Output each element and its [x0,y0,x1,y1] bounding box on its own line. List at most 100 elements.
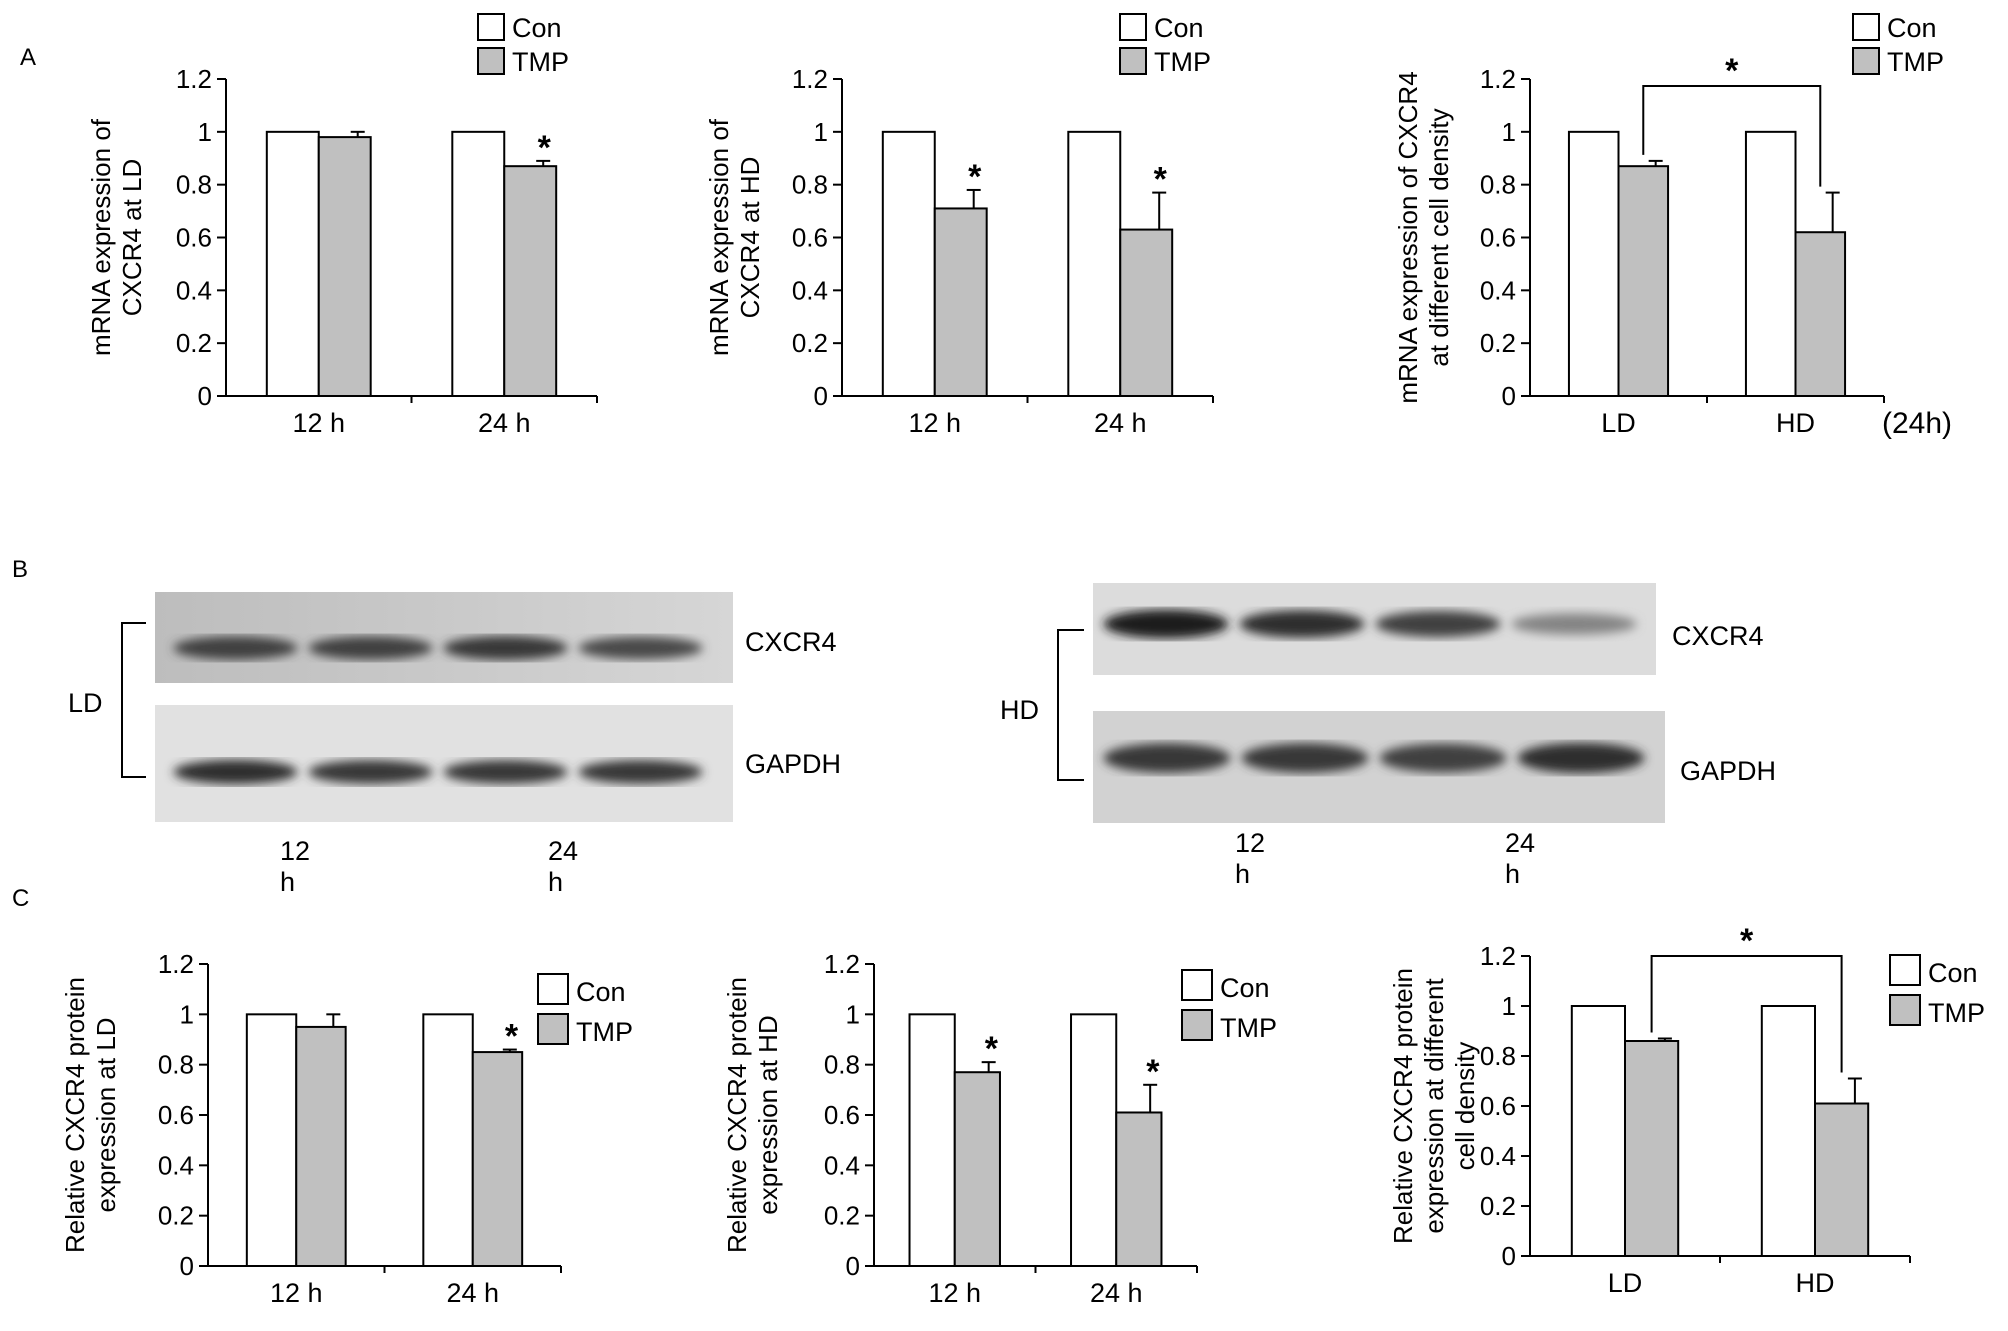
panel-label-c: C [12,885,30,912]
hd-gapdh-band [1103,743,1231,773]
legend-label-tmp: TMP [576,1017,633,1047]
y-tick-label: 1.2 [792,64,828,94]
legend-label-tmp: TMP [1154,47,1211,77]
legend-label-tmp: TMP [1887,47,1944,77]
y-tick-label: 0.4 [824,1150,860,1180]
y-tick-label: 1.2 [158,949,194,979]
hd-gapdh-band [1379,743,1507,773]
y-axis-label-line: Relative CXCR4 protein [1388,968,1418,1244]
y-tick-label: 0.4 [1480,1141,1516,1171]
y-axis-label-line: expression at different [1419,978,1449,1234]
y-axis-label-line: Relative CXCR4 protein [60,977,90,1253]
y-tick-label: 0.6 [824,1100,860,1130]
bar-con [881,130,936,397]
bar-tmp [317,136,372,397]
blot-hd-gapdh-label: GAPDH [1680,756,1777,786]
bracket-star: * [1725,52,1739,90]
legend-label-tmp: TMP [1220,1013,1277,1043]
y-tick-label: 0 [814,381,828,411]
significance-star: * [505,1018,519,1056]
y-axis-label-line: expression at LD [91,1017,121,1212]
y-tick-label: 0 [198,381,212,411]
y-tick-label: 0.8 [158,1050,194,1080]
bar-tmp [1115,1111,1163,1267]
y-tick-label: 1 [1502,991,1516,1021]
y-tick-label: 0.8 [792,170,828,200]
y-tick-label: 0.4 [1480,275,1516,305]
chart-6: 0 0.2 0.4 0.6 0.8 1 1.2 LD HD * Relative CXCR4 pro… [1388,922,1985,1298]
bar-tmp [1617,165,1670,397]
y-tick-label: 0.8 [1480,170,1516,200]
chart-3: 0 0.2 0.4 0.6 0.8 1 1.2 LD HD * (24h) mRNA expressi… [1393,13,1952,440]
bar-tmp [503,165,558,397]
ld-cxcr4-band [578,636,703,660]
legend-swatch-tmp [1852,47,1880,75]
legend-swatch-con [1181,969,1213,1001]
bar-con [422,1013,474,1267]
x-tick-label: HD [1776,408,1815,438]
y-tick-label: 0.2 [176,328,212,358]
y-axis-label-line: cell density [1450,1042,1480,1171]
legend-label-con: Con [1887,13,1937,43]
blot-ld-cxcr4-label: CXCR4 [745,627,837,657]
significance-star: * [985,1030,999,1068]
y-axis-label-line: mRNA expression of [86,118,116,356]
legend-swatch-tmp [477,47,505,75]
x-tick-label: 24 h [446,1278,499,1308]
hd-gapdh-band [1517,742,1645,774]
y-tick-label: 0 [1502,381,1516,411]
x-tick-label: HD [1796,1268,1835,1298]
bar-tmp [933,207,988,397]
y-tick-label: 0.4 [792,275,828,305]
ld-cxcr4-band [308,636,433,660]
y-tick-label: 1 [180,999,194,1029]
hd-gapdh-band [1241,743,1369,773]
y-tick-label: 1.2 [824,949,860,979]
x-tick-label: LD [1608,1268,1643,1298]
y-tick-label: 0.2 [824,1201,860,1231]
legend: Con TMP [477,13,569,77]
legend-swatch-tmp [537,1013,569,1045]
y-tick-label: 0.8 [1480,1041,1516,1071]
bar-tmp [953,1071,1001,1268]
bar-con [1760,1005,1817,1257]
legend: Con TMP [1181,969,1277,1043]
panel-label-a: A [20,44,37,71]
y-tick-label: 0.2 [1480,328,1516,358]
legend-swatch-tmp [1119,47,1147,75]
y-axis-label-line: mRNA expression of CXCR4 [1393,71,1423,403]
bar-tmp [1794,231,1847,397]
y-tick-label: 1 [198,117,212,147]
bar-con [908,1013,956,1267]
hd-cxcr4-band [1239,610,1365,638]
comparison-bracket [1642,85,1822,187]
y-tick-label: 1 [814,117,828,147]
panel-label-b: B [12,556,29,583]
y-tick-label: 0.8 [824,1050,860,1080]
bar-tmp [295,1025,347,1267]
legend: Con TMP [537,973,633,1047]
legend-label-con: Con [512,13,562,43]
significance-star: * [1146,1053,1160,1091]
y-axis-label: mRNA expression of CXCR4at different cel… [1393,71,1454,403]
blot-hd-lane-24h: 24 h [1505,828,1536,889]
y-axis-label: mRNA expression ofCXCR4 at HD [704,118,765,356]
y-tick-label: 0 [846,1251,860,1281]
legend-swatch-tmp [1889,994,1921,1026]
y-tick-label: 0 [1502,1241,1516,1271]
legend-label-con: Con [1220,973,1270,1003]
significance-star: * [968,158,982,196]
hd-cxcr4-band [1511,613,1637,635]
significance-star: * [538,129,552,167]
x-tick-label: 24 h [478,408,531,438]
blot-hd-density-label: HD [1000,695,1039,725]
y-axis-label: Relative CXCR4 proteinexpression at diff… [1388,968,1480,1244]
y-tick-label: 0.2 [158,1201,194,1231]
bracket-star: * [1740,922,1754,960]
y-axis-label: mRNA expression ofCXCR4 at LD [86,118,147,356]
blot-hd-lane-12h: 12 h [1235,828,1266,889]
y-tick-label: 1.2 [176,64,212,94]
y-tick-label: 0.6 [158,1100,194,1130]
y-tick-label: 1.2 [1480,941,1516,971]
